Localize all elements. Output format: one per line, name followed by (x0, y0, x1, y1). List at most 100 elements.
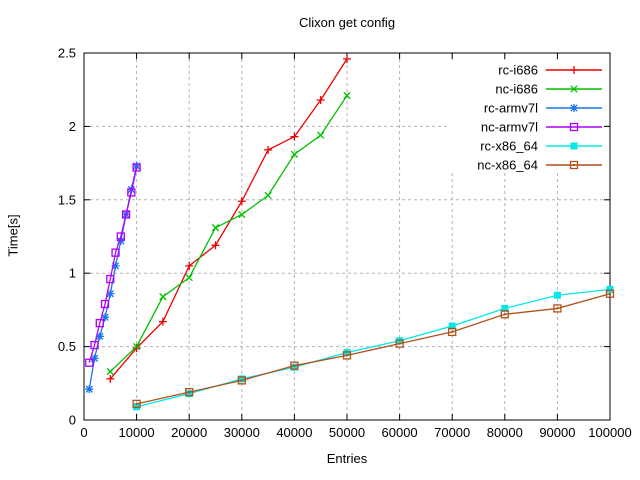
cross-marker (317, 131, 325, 139)
y-tick-label: 0 (69, 413, 76, 428)
legend-item-nc-armv7l: nc-armv7l (481, 120, 602, 135)
square-dot-marker (605, 289, 615, 298)
square-dot-marker (132, 399, 141, 409)
cross-marker (132, 342, 141, 351)
square-filled-marker (448, 322, 456, 330)
square-open-marker (569, 122, 579, 132)
series-line (136, 293, 611, 405)
square-open-marker (90, 340, 99, 350)
series-rc-i686 (106, 54, 351, 383)
square-dot-marker (290, 361, 299, 370)
legend: rc-i686 nc-i686 rc-armv7l nc-armv7l rc-x86_6… (477, 63, 602, 173)
square-dot-marker (395, 339, 404, 348)
legend-background (448, 60, 604, 172)
square-dot-marker (448, 327, 457, 337)
square-open-marker (132, 163, 141, 172)
x-tick-label: 0 (80, 425, 87, 440)
legend-label: rc-x86_64 (480, 139, 538, 154)
asterisk-marker (85, 385, 94, 394)
series-nc-x86_64 (132, 289, 615, 409)
cross-marker (570, 85, 578, 93)
square-filled-marker (290, 363, 298, 371)
square-dot-marker (342, 351, 352, 360)
x-tick-label: 80000 (487, 425, 523, 440)
cross-marker (290, 150, 299, 158)
series-line (136, 288, 611, 408)
plus-marker (211, 241, 220, 250)
legend-label: nc-armv7l (481, 120, 538, 135)
series-line (109, 58, 348, 380)
series-line (109, 95, 348, 373)
square-open-marker (121, 210, 131, 219)
legend-label: nc-i686 (495, 82, 538, 97)
cross-marker (159, 293, 167, 301)
x-tick-label: 90000 (539, 425, 575, 440)
series-rc-armv7l (85, 162, 141, 394)
legend-label: rc-armv7l (484, 101, 538, 116)
series-line (88, 167, 138, 363)
square-filled-marker (570, 142, 578, 150)
x-tick-label: 10000 (119, 425, 155, 440)
plus-marker (158, 317, 167, 326)
y-tick-label: 2.5 (58, 46, 76, 61)
plus-marker (185, 261, 194, 270)
plus-marker (106, 374, 115, 383)
square-open-marker (127, 188, 136, 197)
square-filled-marker (185, 390, 193, 398)
square-open-marker (111, 248, 120, 257)
legend-item-nc-x86_64: nc-x86_64 (477, 158, 602, 173)
square-dot-marker (500, 310, 509, 319)
y-tick-label: 0.5 (58, 339, 76, 354)
plus-marker (316, 95, 325, 104)
legend-label: nc-x86_64 (477, 158, 538, 173)
legend-label: rc-i686 (498, 63, 538, 78)
y-tick-label: 1 (69, 266, 76, 281)
chart-title: Clixon get config (298, 15, 396, 30)
plus-marker (290, 132, 299, 141)
x-tick-label: 30000 (224, 425, 260, 440)
asterisk-marker (570, 104, 578, 112)
y-tick-label: 2 (69, 119, 76, 134)
square-open-marker (85, 358, 94, 367)
square-filled-marker (606, 285, 614, 293)
cross-marker (106, 367, 114, 376)
axis-ticks (83, 52, 611, 421)
legend-item-rc-x86_64: rc-x86_64 (480, 139, 602, 154)
square-dot-marker (237, 376, 246, 385)
square-open-marker (106, 274, 115, 284)
square-dot-marker (185, 387, 194, 397)
square-open-marker (95, 318, 104, 328)
y-tick-label: 1.5 (58, 192, 76, 207)
cross-marker (238, 210, 246, 219)
series-nc-armv7l (85, 163, 141, 367)
square-dot-marker (553, 304, 562, 313)
cross-marker (264, 191, 272, 200)
square-filled-marker (553, 291, 561, 299)
plus-marker (343, 54, 351, 63)
legend-item-rc-armv7l: rc-armv7l (484, 101, 602, 116)
x-tick-label: 60000 (382, 425, 418, 440)
x-tick-label: 20000 (171, 425, 207, 440)
plus-marker (570, 66, 578, 74)
square-filled-marker (238, 375, 246, 383)
cross-marker (211, 224, 220, 232)
plus-marker (237, 197, 246, 206)
series-nc-i686 (106, 91, 351, 376)
series-rc-x86_64 (133, 285, 614, 411)
cross-marker (185, 273, 193, 282)
cross-marker (343, 91, 351, 100)
x-tick-label: 50000 (329, 425, 365, 440)
square-open-marker (100, 299, 110, 309)
x-tick-label: 40000 (276, 425, 312, 440)
square-open-marker (116, 232, 125, 241)
square-filled-marker (501, 304, 509, 312)
x-tick-label: 70000 (434, 425, 470, 440)
plus-marker (264, 145, 273, 154)
legend-item-nc-i686: nc-i686 (495, 82, 602, 97)
x-axis-label: Entries (326, 451, 368, 466)
x-tick-label: 100000 (588, 425, 631, 440)
square-dot-marker (569, 160, 579, 170)
y-axis-label: Time[s] (5, 214, 21, 257)
